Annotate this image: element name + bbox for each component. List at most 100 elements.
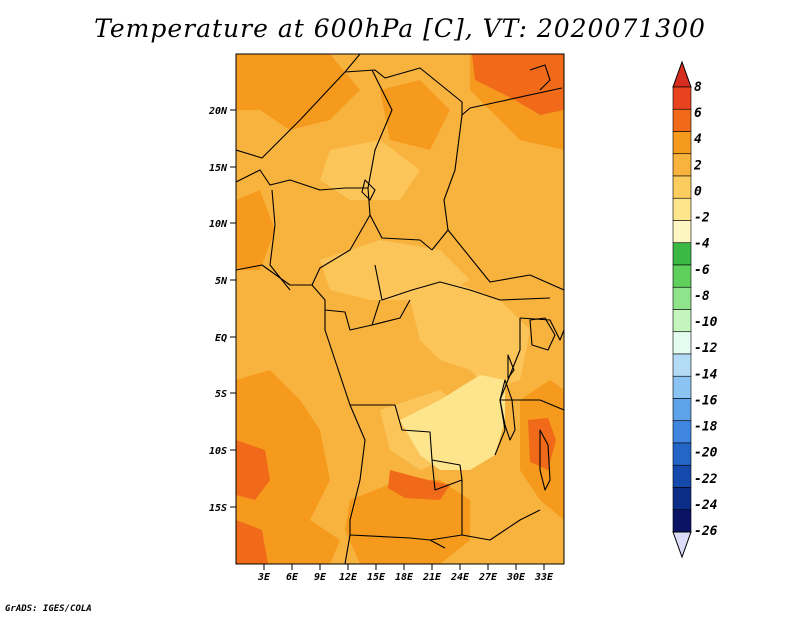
border-congo-gabon: [324, 299, 381, 331]
colorbar-label: 2: [693, 158, 702, 173]
colorbar-segment: [672, 131, 692, 155]
temperature-field: [236, 54, 564, 564]
field-0to2-east: [410, 280, 530, 390]
colorbar-segment: [672, 108, 692, 132]
colorbar-label: 6: [694, 106, 702, 121]
lon-label-15e: 15E: [367, 572, 386, 583]
border-mali-niger: [236, 169, 368, 191]
border-angola-drc: [350, 404, 463, 481]
colorbar-label: -4: [694, 237, 710, 252]
field-6to8-corner: [236, 520, 268, 564]
border-angola-zambia: [429, 459, 463, 541]
border-drc-east: [494, 318, 521, 456]
border-zambia-zimbabwe: [461, 509, 541, 541]
lake-chad: [361, 179, 376, 201]
lon-label-6e: 6E: [286, 572, 299, 583]
lat-label-5s: 5S: [215, 389, 227, 400]
colorbar-segment: [672, 487, 692, 511]
lon-label-33e: 33E: [534, 572, 554, 583]
lon-label-18e: 18E: [395, 572, 414, 583]
field-4to6-south: [345, 480, 470, 564]
country-borders: [236, 54, 564, 564]
lat-label-10s: 10S: [209, 446, 227, 457]
colorbar-segment: [672, 464, 692, 488]
colorbar-label: -6: [694, 263, 710, 278]
colorbar-label: -8: [694, 289, 710, 304]
lat-label-20n: 20N: [208, 106, 228, 117]
field-6to8-southwest: [236, 440, 270, 500]
lon-label-3e: 3E: [257, 572, 271, 583]
colorbar-label: -16: [694, 393, 718, 408]
colorbar-bottom-arrow: [672, 531, 692, 559]
lon-label-27e: 27E: [478, 572, 498, 583]
border-libya-chad: [344, 67, 563, 116]
lat-label-10n: 10N: [209, 219, 228, 230]
colorbar-label: -24: [694, 498, 718, 513]
field-0to2-central: [320, 240, 470, 300]
colorbar-segment: [672, 286, 692, 310]
lon-label-21e: 21E: [422, 572, 442, 583]
colorbar-label: -18: [694, 420, 718, 435]
colorbar: 8 6 4 2 0 -2 -4 -6 -8 -10 -12 -14 -16 -18 -20 -22 -24 -26: [672, 60, 718, 559]
lat-label-eq: EQ: [215, 333, 227, 344]
field-neg2to0: [400, 375, 505, 470]
border-nigeria-cameroon: [311, 187, 371, 286]
colorbar-label: -26: [694, 524, 718, 539]
colorbar-segment: [672, 398, 692, 422]
map-frame: [235, 53, 565, 565]
colorbar-label: -20: [694, 446, 718, 461]
lake-victoria: [529, 317, 556, 351]
colorbar-label: -14: [694, 367, 718, 382]
colorbar-segment: [672, 309, 692, 333]
colorbar-labels: 8 6 4 2 0 -2 -4 -6 -8 -10 -12 -14 -16 -18 -20 -22 -24 -26: [693, 80, 718, 539]
field-0to2-north: [320, 140, 420, 200]
lat-axis: 20N 15N 10N 5N EQ 5S 10S 15S: [208, 106, 236, 514]
colorbar-top-arrow: [672, 60, 692, 88]
colorbar-segment: [672, 264, 692, 288]
red-sea-coast: [529, 64, 551, 91]
lake-kivu: [507, 354, 515, 379]
colorbar-segment: [672, 375, 692, 399]
border-tanzania: [500, 399, 564, 411]
lon-label-30e: 30E: [506, 572, 526, 583]
border-sudan-southsudan: [447, 229, 564, 291]
field-6to8-northeast: [472, 54, 564, 115]
lon-axis: 3E 6E 9E 12E 15E 18E 21E 24E 27E 30E 33E: [257, 564, 554, 583]
coastline-west: [236, 264, 366, 564]
colorbar-segment: [672, 242, 692, 266]
border-car-drc: [374, 264, 551, 301]
colorbar-label: 8: [694, 80, 702, 95]
colorbar-label: -2: [694, 211, 710, 226]
colorbar-segment: [672, 220, 692, 244]
colorbar-segment: [672, 509, 692, 533]
colorbar-label: 0: [694, 184, 702, 199]
border-niger-chad: [367, 69, 393, 189]
border-congo-drc: [371, 299, 411, 326]
colorbar-segment: [672, 420, 692, 444]
colorbar-label: -10: [694, 315, 718, 330]
colorbar-segment: [672, 175, 692, 199]
colorbar-label: 4: [694, 132, 702, 147]
colorbar-segments: [672, 86, 692, 533]
lon-label-12e: 12E: [339, 572, 358, 583]
border-chad-car: [369, 214, 433, 251]
lake-tanganyika: [499, 379, 516, 441]
colorbar-segment: [672, 153, 692, 177]
colorbar-segment: [672, 197, 692, 221]
field-4to6-north: [236, 54, 360, 130]
lat-label-15n: 15N: [209, 163, 228, 174]
colorbar-segment: [672, 331, 692, 355]
field-4to6-nile: [380, 80, 450, 150]
colorbar-segment: [672, 86, 692, 110]
field-4to6-southwest: [236, 370, 340, 564]
lon-label-24e: 24E: [450, 572, 470, 583]
border-algeria-niger: [236, 54, 361, 159]
map-title: Temperature at 600hPa [C], VT: 202007130…: [94, 14, 706, 43]
colorbar-label: -22: [694, 472, 718, 487]
border-chad-sudan: [431, 114, 463, 251]
lon-label-9e: 9E: [314, 572, 327, 583]
colorbar-segment: [672, 353, 692, 377]
lat-label-15s: 15S: [209, 503, 227, 514]
credit-text: GrADS: IGES/COLA: [5, 604, 92, 614]
